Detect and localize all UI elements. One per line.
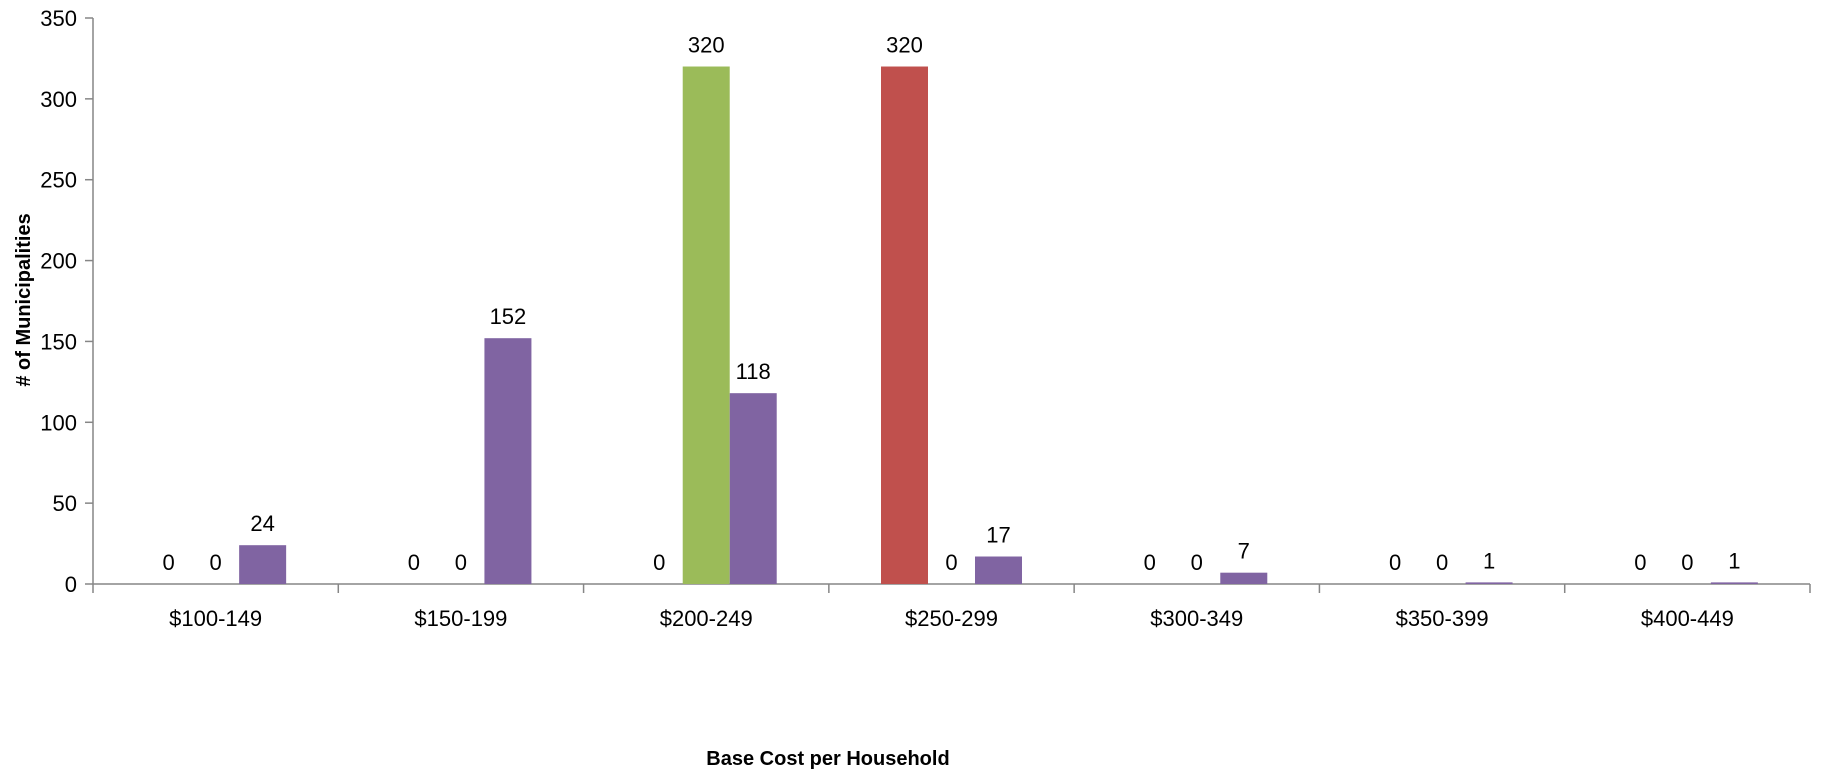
x-tick-label: $200-249 (660, 606, 753, 631)
data-label: 0 (945, 550, 957, 575)
x-axis-title: Base Cost per Household (706, 748, 949, 770)
y-tick-label: 150 (40, 329, 77, 354)
data-label: 0 (1681, 550, 1693, 575)
x-tick-label: $150-199 (414, 606, 507, 631)
bar (729, 393, 777, 584)
bar (1465, 582, 1513, 584)
data-label: 0 (1436, 550, 1448, 575)
data-label: 320 (886, 33, 923, 58)
bar (1220, 572, 1268, 584)
x-axis: $100-149 $150-199 $200-249 $250-299 $300-349… (92, 583, 1811, 631)
bars (239, 66, 1758, 584)
data-label: 1 (1728, 548, 1740, 573)
data-label: 152 (490, 304, 527, 329)
data-label: 0 (653, 550, 665, 575)
y-tick-label: 300 (40, 87, 77, 112)
data-label: 118 (736, 359, 771, 384)
y-tick-label: 100 (40, 410, 77, 435)
y-tick-label: 350 (40, 6, 77, 31)
bar (1710, 582, 1758, 584)
x-tick-label: $400-449 (1641, 606, 1734, 631)
data-labels: 0 0 24 0 0 152 0 320 118 320 0 17 0 0 7 0 0 1 0 0 1 (163, 33, 1741, 575)
data-label: 0 (210, 550, 222, 575)
data-label: 0 (1634, 550, 1646, 575)
y-tick-label: 50 (53, 491, 77, 516)
data-label: 17 (986, 523, 1010, 548)
bar (239, 545, 287, 584)
data-label: 0 (455, 550, 467, 575)
bar (682, 66, 730, 584)
x-tick-label: $100-149 (169, 606, 262, 631)
bar (881, 66, 928, 584)
y-tick-label: 0 (65, 572, 77, 597)
bar (975, 556, 1022, 584)
data-label: 0 (1144, 550, 1156, 575)
data-label: 7 (1238, 539, 1250, 564)
bar (484, 338, 532, 584)
y-axis-title: # of Municipalities (13, 213, 35, 386)
x-tick-label: $350-399 (1396, 606, 1489, 631)
x-tick-label: $250-299 (905, 606, 998, 631)
data-label: 0 (1389, 550, 1401, 575)
y-tick-label: 200 (40, 249, 77, 274)
data-label: 24 (250, 511, 274, 536)
x-tick-label: $300-349 (1150, 606, 1243, 631)
data-label: 320 (688, 33, 725, 58)
y-tick-label: 250 (40, 168, 77, 193)
data-label: 0 (163, 550, 175, 575)
data-label: 1 (1483, 548, 1495, 573)
data-label: 0 (408, 550, 420, 575)
data-label: 0 (1191, 550, 1203, 575)
y-axis: 0 50 100 150 200 250 300 350 (40, 6, 94, 597)
